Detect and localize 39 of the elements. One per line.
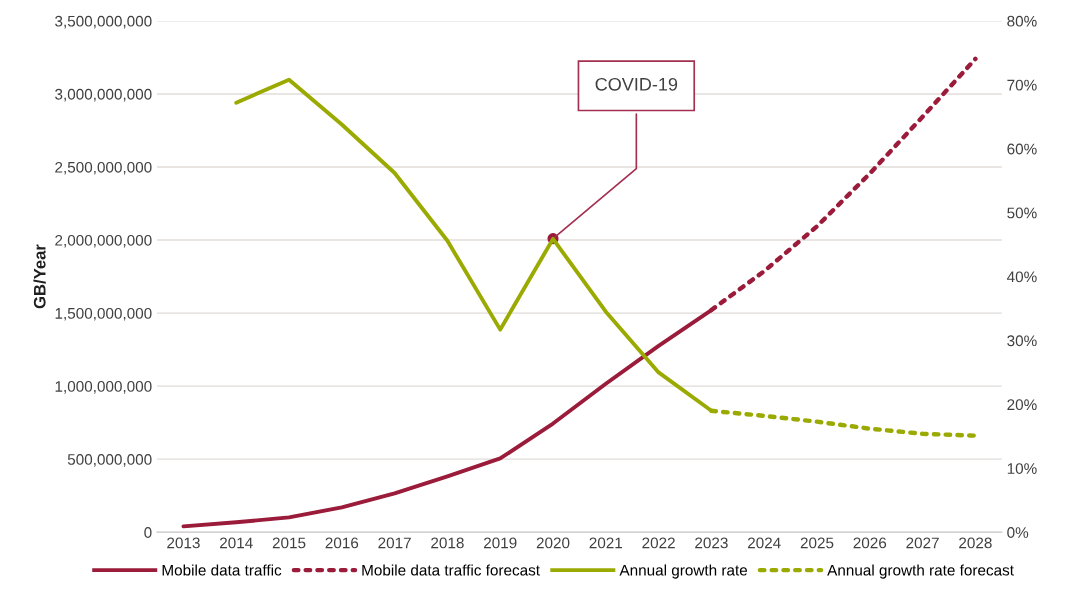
x-tick-label: 2020 — [536, 537, 570, 549]
y2-tick-label: 60% — [1007, 143, 1037, 155]
x-tick-label: 2024 — [747, 537, 781, 549]
y-tick-label: 3,000,000,000 — [55, 88, 152, 102]
x-tick-label: 2015 — [272, 537, 306, 549]
y2-tick-label: 40% — [1006, 271, 1037, 283]
y2-tick-label: 10% — [1007, 463, 1037, 474]
legend-label: Annual growth rate forecast — [827, 564, 1014, 579]
x-tick-label: 2019 — [483, 537, 517, 549]
y2-tick-label: 20% — [1007, 399, 1037, 411]
y-tick-label: 3,500,000,000 — [55, 15, 152, 29]
y-tick-label: 1,000,000,000 — [55, 381, 152, 394]
y2-tick-label: 0% — [1007, 527, 1029, 538]
x-tick-label: 2028 — [959, 537, 992, 549]
y-tick-label: 2,000,000,000 — [55, 234, 152, 248]
x-tick-label: 2025 — [800, 537, 834, 549]
y2-tick-label: 30% — [1007, 335, 1037, 347]
y-axis-title: GB/Year — [33, 244, 46, 309]
x-tick-label: 2018 — [431, 537, 464, 549]
x-tick-label: 2022 — [642, 537, 675, 549]
annotation: COVID-19 — [595, 77, 678, 91]
y2-tick-label: 70% — [1007, 79, 1037, 91]
y-tick-label: 1,500,000,000 — [55, 307, 152, 321]
legend-label: Mobile data traffic forecast — [362, 564, 540, 576]
x-tick-label: 2023 — [695, 537, 728, 549]
x-tick-label: 2013 — [167, 537, 200, 549]
y-tick-label: 2,500,000,000 — [55, 161, 152, 175]
y2-tick-label: 80% — [1007, 15, 1037, 27]
x-tick-label: 2027 — [906, 537, 939, 549]
legend-label: Mobile data traffic — [162, 564, 282, 576]
y2-tick-label: 50% — [1007, 207, 1037, 219]
x-tick-label: 2026 — [853, 537, 887, 549]
x-tick-label: 2014 — [220, 537, 253, 549]
x-tick-label: 2016 — [325, 537, 359, 549]
x-tick-label: 2021 — [589, 537, 623, 549]
y-tick-label: 0 — [144, 527, 152, 538]
x-tick-label: 2017 — [378, 537, 411, 549]
y-tick-label: 500,000,000 — [67, 454, 152, 467]
legend-label: Annual growth rate — [619, 564, 748, 579]
